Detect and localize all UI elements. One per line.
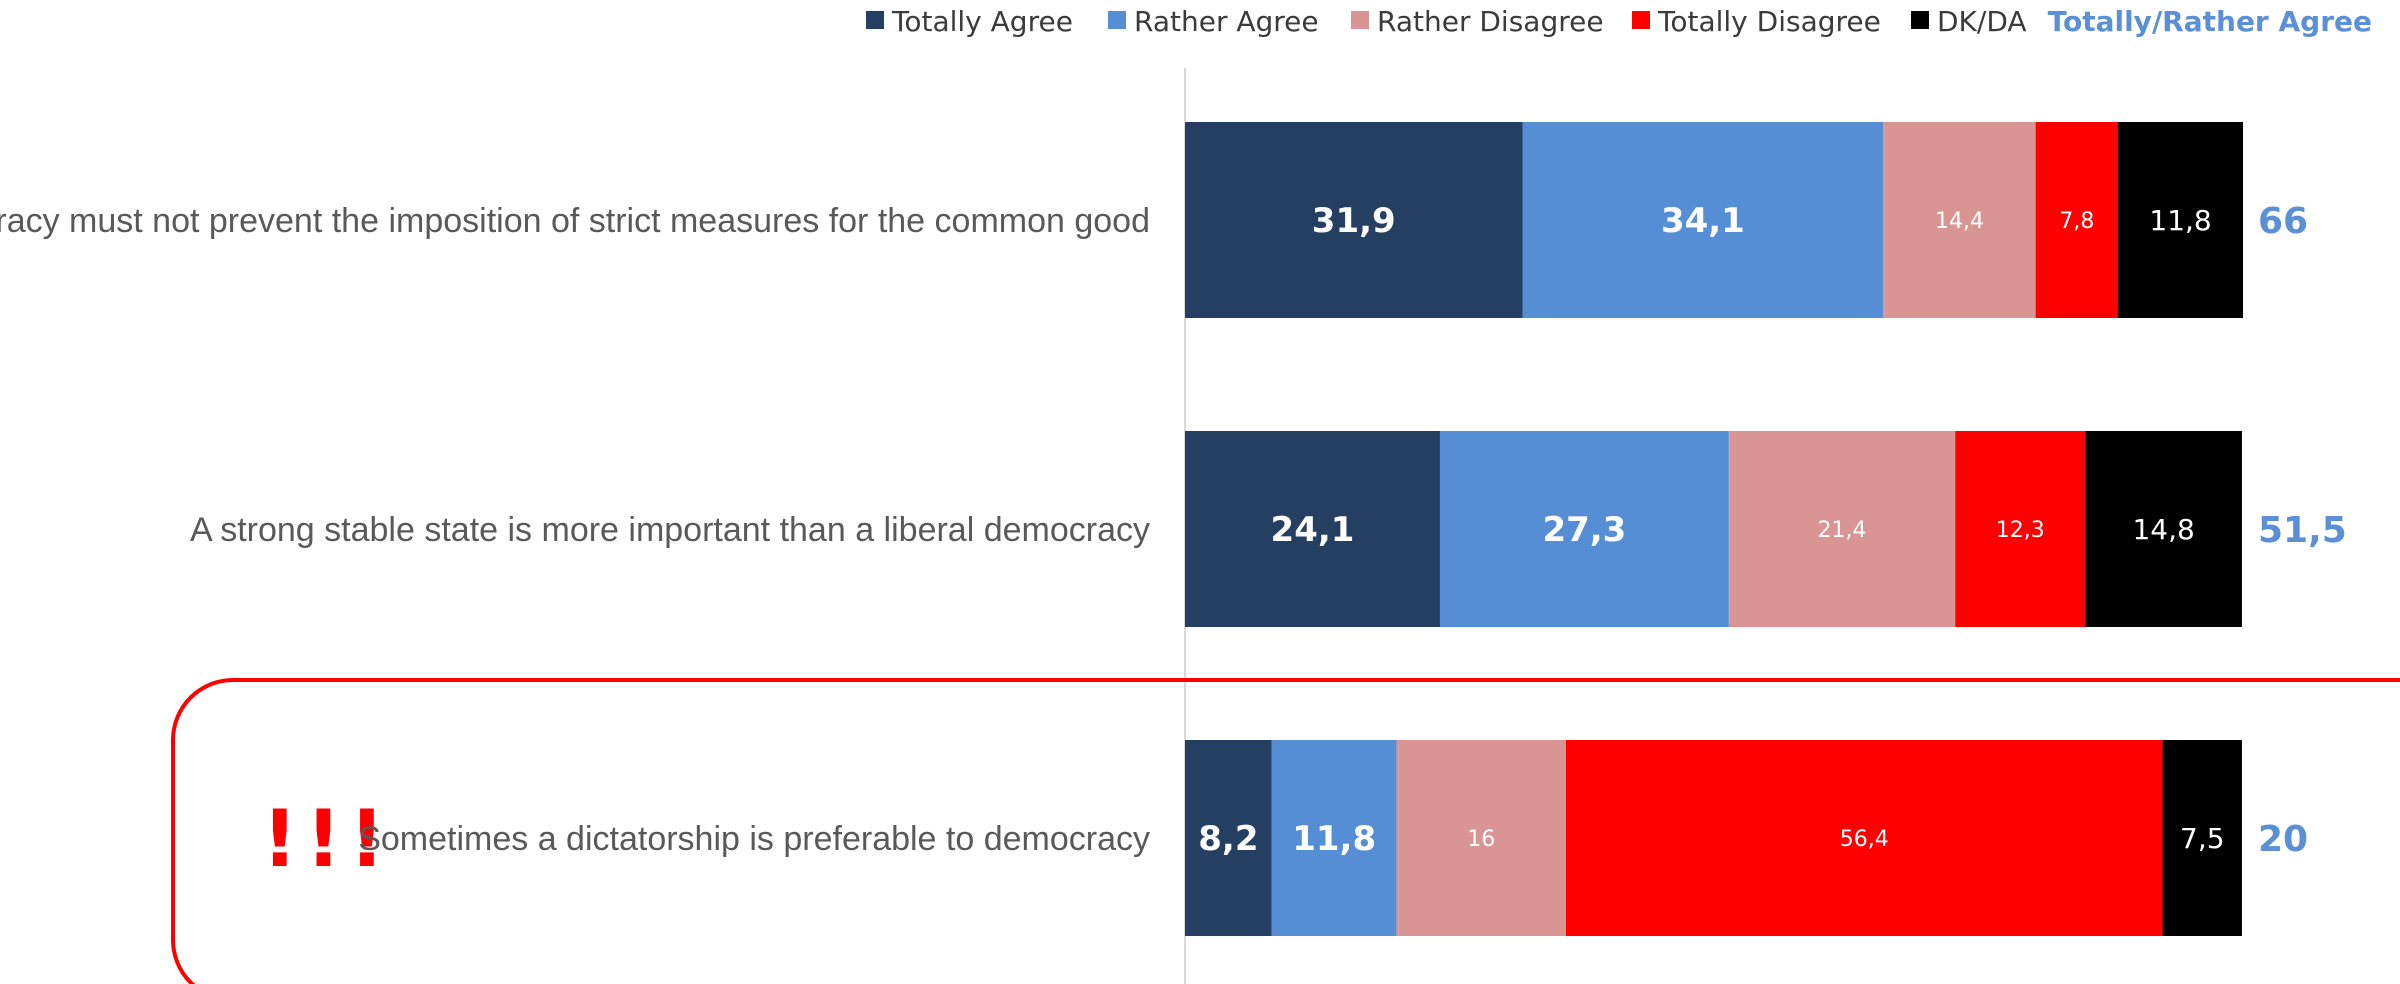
bar-segment-rather-agree-row-2: [1439, 431, 1729, 627]
data-label-totally-disagree-row-3: 56,4: [1840, 827, 1889, 852]
highlight-layer: !!!: [171, 678, 2400, 984]
bar-segment-rather-disagree-row-1: [1883, 122, 2036, 318]
bar-segment-totally-agree-row-2: [1185, 431, 1440, 627]
totals-header: Totally/Rather Agree: [2048, 5, 2372, 38]
data-label-dk-da-row-1: 11,8: [2149, 204, 2211, 237]
legend-label-totally-agree: Totally Agree: [891, 5, 1073, 38]
legend-label-dk-da: DK/DA: [1937, 5, 2027, 38]
legend-swatch-rather-agree: [1108, 11, 1126, 29]
alert-annotation: !!!: [262, 795, 393, 885]
data-label-dk-da-row-2: 14,8: [2132, 513, 2194, 546]
bar-segment-rather-disagree-row-3: [1396, 740, 1566, 936]
bar-segment-totally-disagree-row-1: [2035, 122, 2119, 318]
legend-swatch-dk-da: [1911, 11, 1929, 29]
data-label-rather-agree-row-1: 34,1: [1661, 201, 1745, 241]
totals: 66 51,5 20: [2258, 201, 2347, 860]
total-value-row-2: 51,5: [2258, 510, 2347, 551]
category-label-3: Sometimes a dictatorship is preferable t…: [358, 820, 1150, 858]
bar-segment-rather-agree-row-1: [1522, 122, 1884, 318]
legend-label-rather-agree: Rather Agree: [1134, 5, 1319, 38]
legend-swatch-totally-disagree: [1632, 11, 1650, 29]
bar-segment-rather-disagree-row-2: [1728, 431, 1956, 627]
legend: Totally Agree Rather Agree Rather Disagree…: [866, 5, 2372, 38]
bar-segment-dk-da-row-2: [2085, 431, 2242, 627]
highlight-box: [171, 678, 2400, 984]
data-label-totally-agree-row-2: 24,1: [1271, 510, 1355, 550]
bar-segment-dk-da-row-1: [2118, 122, 2243, 318]
data-label-rather-agree-row-3: 11,8: [1292, 819, 1376, 859]
bar-segment-dk-da-row-3: [2162, 740, 2242, 936]
bars: 31,9 34,1 14,4 7,8 11,8 24,1 27,3 21,4 12,3 14,8 8…: [1185, 122, 2243, 936]
data-label-dk-da-row-3: 7,5: [2180, 822, 2225, 855]
total-value-row-3: 20: [2258, 819, 2308, 860]
data-label-rather-agree-row-2: 27,3: [1542, 510, 1626, 550]
category-label-1: Democracy must not prevent the impositio…: [0, 202, 1150, 240]
legend-label-rather-disagree: Rather Disagree: [1377, 5, 1604, 38]
data-label-rather-disagree-row-2: 21,4: [1818, 518, 1867, 543]
data-label-totally-agree-row-1: 31,9: [1312, 201, 1396, 241]
legend-swatch-rather-disagree: [1351, 11, 1369, 29]
bar-segment-totally-agree-row-3: [1185, 740, 1272, 936]
bar-segment-totally-disagree-row-2: [1955, 431, 2086, 627]
data-label-totally-disagree-row-2: 12,3: [1996, 518, 2045, 543]
bar-segment-totally-agree-row-1: [1185, 122, 1523, 318]
legend-label-totally-disagree: Totally Disagree: [1657, 5, 1881, 38]
total-value-row-1: 66: [2258, 201, 2308, 242]
data-label-totally-disagree-row-1: 7,8: [2059, 209, 2094, 234]
legend-swatch-totally-agree: [866, 11, 884, 29]
bar-segment-rather-agree-row-3: [1271, 740, 1397, 936]
bar-segment-totally-disagree-row-3: [1565, 740, 2163, 936]
data-label-rather-disagree-row-1: 14,4: [1935, 209, 1984, 234]
category-label-2: A strong stable state is more important …: [190, 511, 1150, 549]
category-labels: Democracy must not prevent the impositio…: [0, 202, 1150, 858]
data-label-rather-disagree-row-3: 16: [1467, 827, 1495, 852]
data-label-totally-agree-row-3: 8,2: [1198, 819, 1258, 859]
